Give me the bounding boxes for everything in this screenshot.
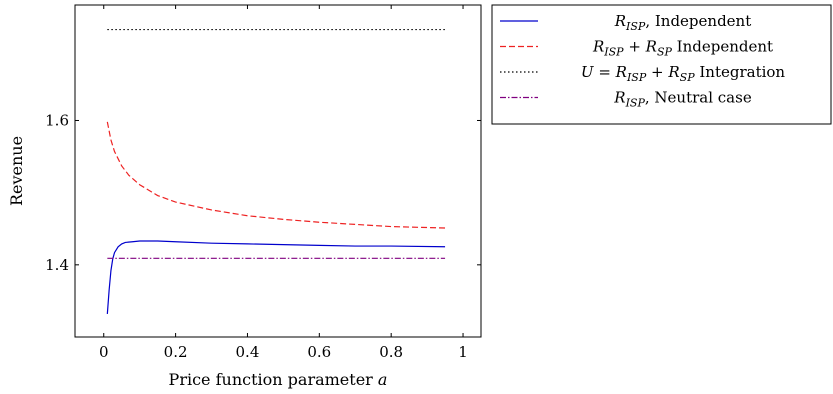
x-tick-label: 0.2 xyxy=(164,343,188,361)
series-line-1 xyxy=(106,240,446,314)
series-line-2 xyxy=(106,121,446,229)
legend-entry-4: RISP, Neutral case xyxy=(613,89,752,110)
legend-entry-1: RISP, Independent xyxy=(614,12,752,33)
plot-area: 0 0.2 0.4 0.6 0.8 1 1.4 1.6 xyxy=(45,4,482,361)
plot-frame xyxy=(74,4,482,338)
x-tick-label: 1 xyxy=(458,343,468,361)
x-tick-label: 0.4 xyxy=(236,343,260,361)
legend: RISP, Independent RISP + RSP Independent U… xyxy=(491,4,832,125)
x-axis-label: Price function parameter a xyxy=(169,370,388,389)
y-tick-label: 1.4 xyxy=(45,256,69,274)
x-tick-label: 0 xyxy=(99,343,109,361)
legend-box xyxy=(491,4,832,125)
x-ticks: 0 0.2 0.4 0.6 0.8 1 xyxy=(99,5,468,361)
x-tick-label: 0.6 xyxy=(307,343,331,361)
y-tick-label: 1.6 xyxy=(45,111,69,129)
legend-entry-2: RISP + RSP Independent xyxy=(592,38,773,59)
x-tick-label: 0.8 xyxy=(379,343,403,361)
series-layer xyxy=(106,28,446,314)
y-ticks: 1.4 1.6 xyxy=(45,111,481,274)
y-axis-label: Revenue xyxy=(7,136,26,206)
legend-entry-3: U = RISP + RSP Integration xyxy=(581,63,786,84)
